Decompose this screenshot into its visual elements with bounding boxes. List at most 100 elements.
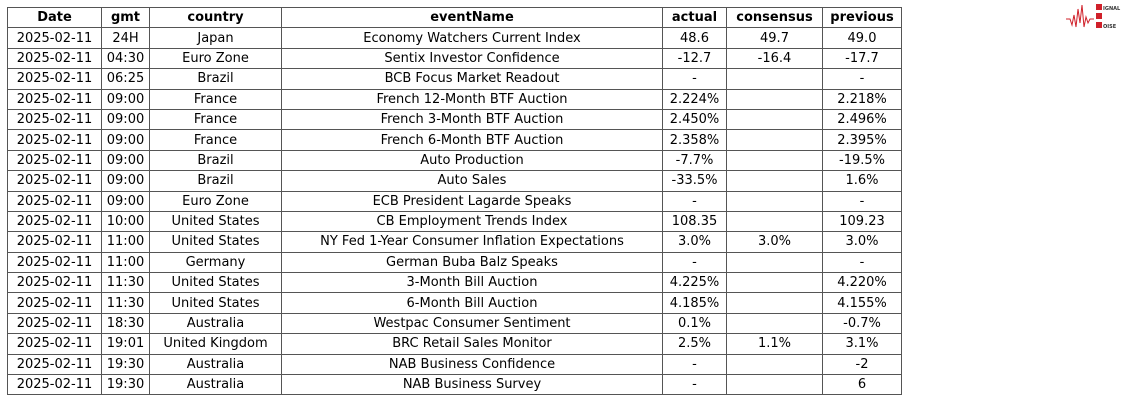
cell-country: Australia: [149, 312, 282, 335]
column-header-country: country: [149, 6, 282, 29]
cell-previous: -: [822, 251, 902, 274]
cell-gmt: 04:30: [101, 47, 150, 70]
table-row: 2025-02-11 24H Japan Economy Watchers Curre…: [7, 27, 902, 49]
cell-date: 2025-02-11: [7, 312, 102, 335]
cell-consensus: [726, 251, 823, 274]
cell-previous: -19.5%: [822, 149, 902, 172]
cell-consensus: [726, 272, 823, 294]
table-row: 2025-02-11 19:01 United Kingdom BRC Retail …: [7, 333, 902, 355]
table-row: 2025-02-11 11:00 United States NY Fed 1-Yea…: [7, 231, 902, 253]
cell-gmt: 09:00: [101, 108, 150, 131]
cell-consensus: [726, 292, 823, 314]
cell-actual: 4.185%: [662, 292, 727, 314]
cell-previous: 1.6%: [822, 170, 902, 192]
cell-previous: 4.155%: [822, 292, 902, 314]
cell-gmt: 19:30: [101, 353, 150, 376]
cell-eventname: 6-Month Bill Auction: [281, 292, 663, 314]
column-header-gmt: gmt: [101, 6, 150, 29]
cell-previous: 109.23: [822, 210, 902, 233]
cell-gmt: 19:01: [101, 333, 150, 355]
cell-eventname: French 6-Month BTF Auction: [281, 129, 663, 151]
cell-actual: 108.35: [662, 210, 727, 233]
cell-country: United States: [149, 272, 282, 294]
svg-text:OISE: OISE: [1103, 24, 1117, 30]
cell-actual: 3.0%: [662, 231, 727, 253]
cell-eventname: ECB President Lagarde Speaks: [281, 190, 663, 212]
cell-previous: -2: [822, 353, 902, 376]
cell-country: France: [149, 88, 282, 110]
cell-consensus: [726, 129, 823, 151]
table-row: 2025-02-11 19:30 Australia NAB Business Sur…: [7, 374, 902, 396]
header-row: Date gmt country eventName actual consensus pr…: [7, 6, 902, 29]
cell-date: 2025-02-11: [7, 47, 102, 70]
cell-actual: 2.5%: [662, 333, 727, 355]
cell-country: Brazil: [149, 149, 282, 172]
table-row: 2025-02-11 09:00 France French 3-Month BTF …: [7, 108, 902, 131]
cell-actual: -: [662, 353, 727, 376]
cell-eventname: French 3-Month BTF Auction: [281, 108, 663, 131]
column-header-date: Date: [7, 6, 102, 29]
cell-consensus: -16.4: [726, 47, 823, 70]
cell-previous: 2.218%: [822, 88, 902, 110]
cell-eventname: Auto Production: [281, 149, 663, 172]
cell-date: 2025-02-11: [7, 333, 102, 355]
cell-gmt: 09:00: [101, 149, 150, 172]
cell-gmt: 10:00: [101, 210, 150, 233]
table-row: 2025-02-11 11:30 United States 6-Month Bill…: [7, 292, 902, 314]
cell-eventname: CB Employment Trends Index: [281, 210, 663, 233]
table-row: 2025-02-11 09:00 Brazil Auto Sales -33.5% 1.6…: [7, 170, 902, 192]
cell-gmt: 11:00: [101, 231, 150, 253]
cell-date: 2025-02-11: [7, 251, 102, 274]
cell-date: 2025-02-11: [7, 149, 102, 172]
cell-country: United States: [149, 210, 282, 233]
cell-country: Brazil: [149, 170, 282, 192]
cell-actual: -33.5%: [662, 170, 727, 192]
cell-previous: -17.7: [822, 47, 902, 70]
table-row: 2025-02-11 09:00 Brazil Auto Production -7.7…: [7, 149, 902, 172]
cell-gmt: 11:30: [101, 272, 150, 294]
cell-actual: -12.7: [662, 47, 727, 70]
cell-previous: 3.1%: [822, 333, 902, 355]
cell-previous: 49.0: [822, 27, 902, 49]
cell-consensus: [726, 88, 823, 110]
cell-actual: -: [662, 190, 727, 212]
cell-date: 2025-02-11: [7, 108, 102, 131]
cell-date: 2025-02-11: [7, 272, 102, 294]
cell-consensus: [726, 312, 823, 335]
cell-gmt: 09:00: [101, 129, 150, 151]
cell-date: 2025-02-11: [7, 374, 102, 396]
cell-date: 2025-02-11: [7, 231, 102, 253]
cell-country: France: [149, 108, 282, 131]
cell-consensus: 1.1%: [726, 333, 823, 355]
cell-gmt: 11:00: [101, 251, 150, 274]
cell-previous: 4.220%: [822, 272, 902, 294]
cell-date: 2025-02-11: [7, 68, 102, 90]
cell-eventname: NY Fed 1-Year Consumer Inflation Expecta…: [281, 231, 663, 253]
cell-actual: 2.358%: [662, 129, 727, 151]
cell-date: 2025-02-11: [7, 190, 102, 212]
cell-eventname: Economy Watchers Current Index: [281, 27, 663, 49]
cell-previous: -: [822, 190, 902, 212]
cell-country: France: [149, 129, 282, 151]
table-row: 2025-02-11 09:00 France French 6-Month BTF …: [7, 129, 902, 151]
cell-consensus: [726, 210, 823, 233]
cell-country: Euro Zone: [149, 47, 282, 70]
table-row: 2025-02-11 11:30 United States 3-Month Bill…: [7, 272, 902, 294]
cell-actual: -: [662, 374, 727, 396]
cell-date: 2025-02-11: [7, 353, 102, 376]
cell-date: 2025-02-11: [7, 210, 102, 233]
svg-text:IGNAL: IGNAL: [1103, 6, 1121, 12]
cell-country: Brazil: [149, 68, 282, 90]
cell-consensus: [726, 190, 823, 212]
column-header-actual: actual: [662, 6, 727, 29]
cell-gmt: 18:30: [101, 312, 150, 335]
table-row: 2025-02-11 10:00 United States CB Employmen…: [7, 210, 902, 233]
column-header-eventname: eventName: [281, 6, 663, 29]
cell-gmt: 09:00: [101, 88, 150, 110]
table-row: 2025-02-11 06:25 Brazil BCB Focus Market Re…: [7, 68, 902, 90]
table-row: 2025-02-11 09:00 Euro Zone ECB President La…: [7, 190, 902, 212]
cell-consensus: [726, 149, 823, 172]
cell-consensus: 3.0%: [726, 231, 823, 253]
cell-country: United States: [149, 231, 282, 253]
cell-country: Australia: [149, 353, 282, 376]
